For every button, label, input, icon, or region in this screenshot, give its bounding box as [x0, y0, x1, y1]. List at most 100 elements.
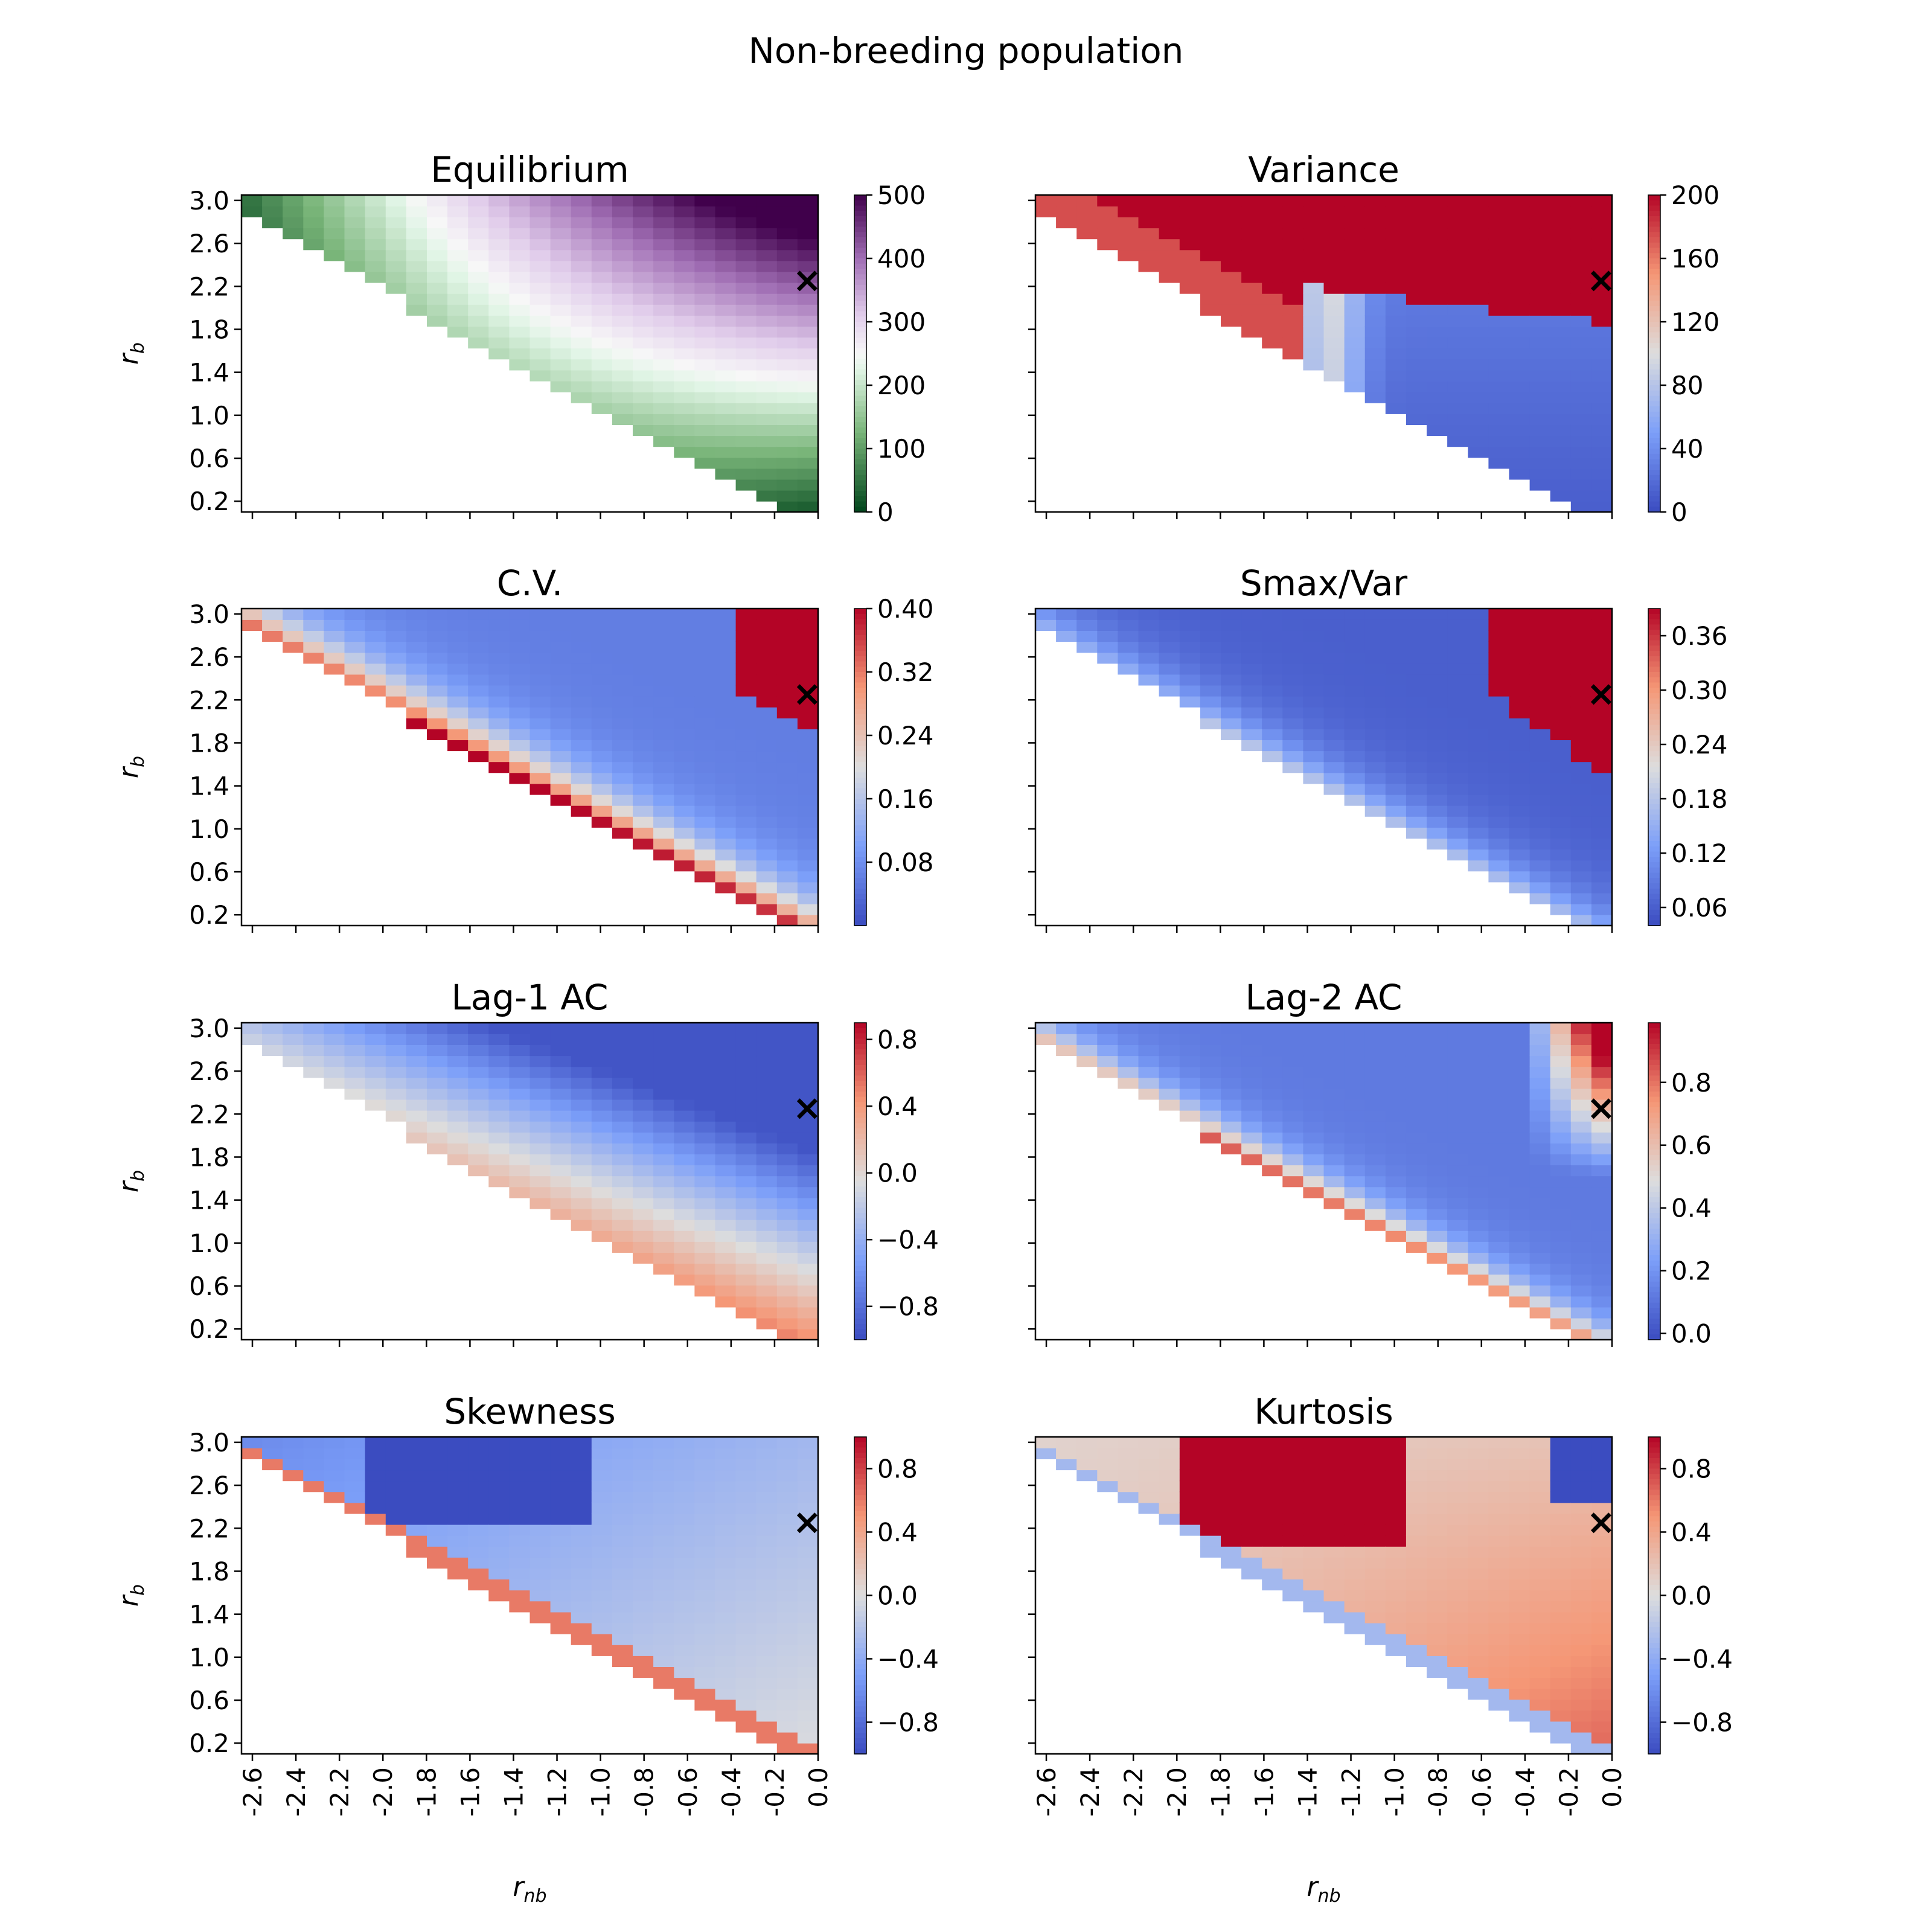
heatmap-cell [488, 1546, 510, 1558]
heatmap-cell [1427, 1524, 1448, 1536]
heatmap-cell [447, 706, 469, 718]
heatmap-cell [468, 619, 490, 631]
colorbar-segment [854, 411, 866, 418]
heatmap-cell [1262, 326, 1284, 338]
heatmap-cell [756, 315, 778, 327]
heatmap-cell [1200, 641, 1221, 653]
heatmap-cell [1303, 1590, 1325, 1602]
colorbar-segment [1648, 205, 1660, 212]
colorbar-segment [854, 1685, 866, 1691]
heatmap-cell [756, 238, 778, 251]
heatmap-cell [715, 424, 737, 437]
heatmap-cell [406, 1437, 427, 1448]
heatmap-cell [1262, 706, 1284, 718]
heatmap-cell [1323, 304, 1345, 316]
heatmap-cell [1138, 1470, 1160, 1482]
heatmap-cell [1406, 1633, 1427, 1645]
heatmap-cell [1241, 609, 1262, 620]
colorbar-segment [1648, 216, 1660, 222]
colorbar-segment [854, 1727, 866, 1733]
heatmap-cell [406, 1088, 427, 1100]
heatmap-cell [1447, 326, 1468, 338]
heatmap-cell [1529, 1176, 1551, 1188]
heatmap-cell [447, 1535, 469, 1547]
heatmap-cell [591, 1470, 613, 1482]
y-tick-label: 1.4 [189, 1600, 229, 1630]
heatmap-cell [550, 337, 572, 349]
y-tick-label: 0.6 [189, 1686, 229, 1715]
heatmap-cell [694, 1437, 716, 1448]
heatmap-cell [1303, 718, 1325, 729]
heatmap-cell [1385, 391, 1407, 403]
heatmap-cell [776, 827, 798, 839]
heatmap-cell [776, 304, 798, 316]
heatmap-cell [1385, 348, 1407, 360]
heatmap-cell [385, 663, 407, 675]
heatmap-cell [715, 1546, 737, 1558]
heatmap-cell [776, 1066, 798, 1078]
heatmap-cell [1529, 761, 1551, 773]
heatmap-cell [1550, 1513, 1572, 1525]
heatmap-cell [1097, 1437, 1119, 1448]
heatmap-cell [735, 1197, 757, 1209]
heatmap-cell [1364, 663, 1386, 675]
heatmap-cell [1406, 304, 1427, 316]
heatmap-cell [633, 718, 654, 729]
heatmap-cell [1509, 1601, 1531, 1613]
heatmap-cell [674, 337, 696, 349]
heatmap-cell [1447, 1666, 1468, 1678]
heatmap-cell [776, 1601, 798, 1613]
heatmap-cell [1488, 348, 1510, 360]
heatmap-cell [1282, 630, 1304, 642]
heatmap-cell [715, 1710, 737, 1722]
heatmap-cell [1427, 1176, 1448, 1188]
heatmap-cell [1282, 609, 1304, 620]
heatmap-cell [694, 457, 716, 469]
heatmap-cell [1488, 761, 1510, 773]
colorbar-segment [854, 1521, 866, 1527]
heatmap-cell [653, 1197, 674, 1209]
heatmap-cell [509, 1023, 531, 1034]
heatmap-cell [509, 238, 531, 251]
heatmap-cell [1179, 1437, 1201, 1448]
heatmap-cell [1241, 674, 1262, 686]
heatmap-cell [1509, 1502, 1531, 1514]
heatmap-cell [385, 1491, 407, 1503]
heatmap-cell [427, 1524, 448, 1536]
heatmap-cell [488, 641, 510, 653]
x-tick-label: -0.2 [760, 1767, 790, 1817]
heatmap-cell [1550, 1535, 1572, 1547]
heatmap-cell [447, 1088, 469, 1100]
y-tick-label: 0.2 [189, 1729, 229, 1758]
heatmap-cell [509, 1513, 531, 1525]
heatmap-cell [1570, 435, 1592, 447]
heatmap-cell [1468, 348, 1489, 360]
heatmap-cell [1591, 1317, 1613, 1329]
heatmap-cell [756, 1197, 778, 1209]
heatmap-cell [1550, 740, 1572, 752]
colorbar-segment [854, 1102, 866, 1108]
heatmap-cell [1570, 1208, 1592, 1220]
heatmap-cell [1550, 1557, 1572, 1569]
heatmap-cell [1241, 249, 1262, 261]
heatmap-cell [1385, 228, 1407, 240]
heatmap-cell [797, 1666, 819, 1678]
heatmap-cell [1097, 195, 1119, 206]
colorbar-segment [854, 1669, 866, 1675]
heatmap-cell [1529, 1132, 1551, 1144]
heatmap-cell [1509, 1023, 1531, 1034]
heatmap-cell [1364, 1448, 1386, 1459]
heatmap-cell [529, 761, 551, 773]
heatmap-cell [1509, 881, 1531, 894]
heatmap-cell [468, 1034, 490, 1045]
colorbar-segment [854, 427, 866, 433]
heatmap-cell [591, 696, 613, 708]
heatmap-cell [1241, 1437, 1262, 1448]
heatmap-cell [1427, 1633, 1448, 1645]
heatmap-cell [715, 849, 737, 861]
heatmap-cell [776, 1557, 798, 1569]
heatmap-cell [365, 1034, 386, 1045]
heatmap-cell [1447, 1263, 1468, 1275]
heatmap-cell [365, 609, 386, 620]
heatmap-cell [715, 1557, 737, 1569]
